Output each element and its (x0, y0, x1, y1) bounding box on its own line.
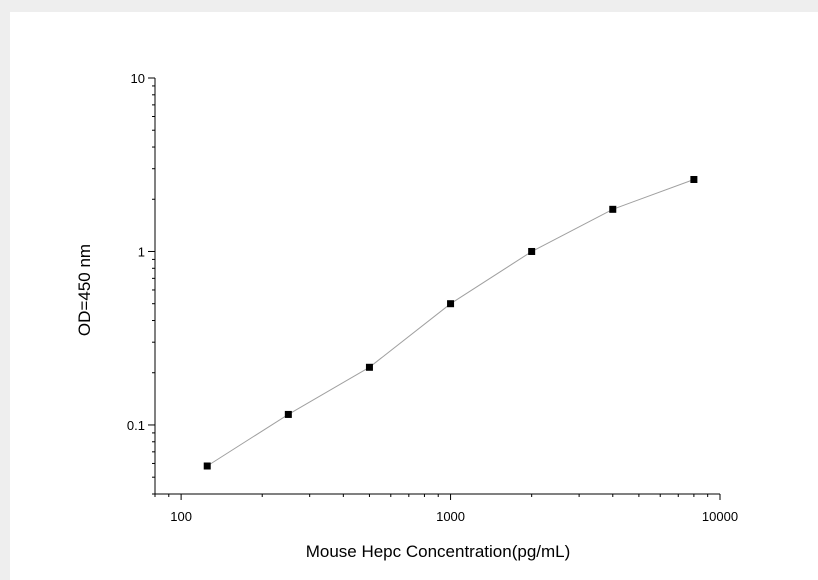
series-line (206, 179, 695, 467)
axes: 100 1000 10000 0.1 1 10 (127, 71, 738, 524)
x-tick-label: 100 (170, 509, 192, 524)
x-axis-title: Mouse Hepc Concentration(pg/mL) (306, 542, 571, 561)
data-point (528, 247, 536, 255)
standard-curve-chart: 100 1000 10000 0.1 1 10 OD=450 nm Mouse Hepc … (75, 71, 738, 561)
data-point (365, 363, 373, 371)
data-point (609, 205, 617, 213)
chart-canvas: 100 1000 10000 0.1 1 10 OD=450 nm Mouse Hepc … (10, 12, 818, 580)
x-tick-label: 1000 (436, 509, 465, 524)
x-tick-label: 10000 (702, 509, 738, 524)
y-axis-title: OD=450 nm (75, 244, 94, 336)
data-point (447, 300, 455, 308)
data-point (284, 410, 292, 418)
data-point (690, 175, 698, 183)
y-tick-label: 0.1 (127, 418, 145, 433)
y-tick-label: 10 (131, 71, 145, 86)
plot-area (203, 175, 698, 470)
data-point (203, 462, 211, 470)
y-tick-label: 1 (138, 244, 145, 259)
